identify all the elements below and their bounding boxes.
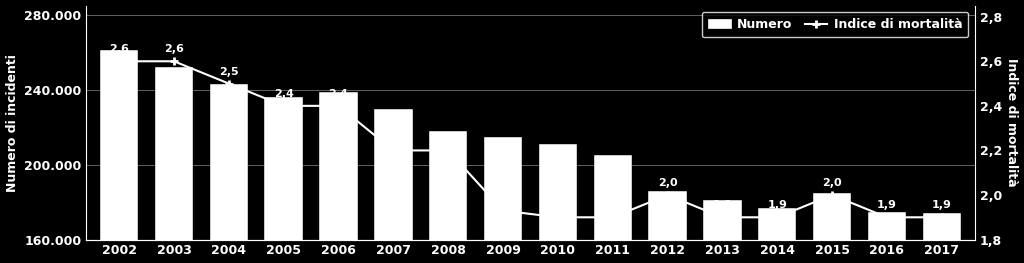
Bar bbox=[155, 67, 194, 263]
Bar bbox=[539, 144, 578, 263]
Bar bbox=[703, 200, 741, 263]
Bar bbox=[648, 191, 687, 263]
Bar bbox=[813, 193, 851, 263]
Indice di mortalità bbox=[497, 209, 509, 212]
Text: 1,9: 1,9 bbox=[877, 200, 897, 210]
Indice di mortalità bbox=[387, 149, 399, 152]
Indice di mortalità bbox=[222, 82, 234, 85]
Indice di mortalità bbox=[771, 216, 783, 219]
Bar bbox=[923, 213, 961, 263]
Indice di mortalità bbox=[278, 104, 290, 107]
Bar bbox=[374, 109, 413, 263]
Bar bbox=[758, 208, 797, 263]
Indice di mortalità bbox=[333, 104, 345, 107]
Bar bbox=[100, 50, 138, 263]
Bar bbox=[319, 92, 357, 263]
Bar bbox=[264, 97, 303, 263]
Indice di mortalità bbox=[936, 216, 948, 219]
Text: 2,6: 2,6 bbox=[164, 44, 184, 54]
Y-axis label: Numero di incidenti: Numero di incidenti bbox=[5, 54, 18, 191]
Text: 2,4: 2,4 bbox=[273, 89, 294, 99]
Indice di mortalità bbox=[826, 193, 839, 196]
Bar bbox=[429, 131, 467, 263]
Text: 1,9: 1,9 bbox=[713, 200, 732, 210]
Indice di mortalità bbox=[662, 193, 674, 196]
Text: 2,2: 2,2 bbox=[438, 134, 458, 144]
Legend: Numero, Indice di mortalità: Numero, Indice di mortalità bbox=[701, 12, 969, 37]
Bar bbox=[483, 136, 522, 263]
Bar bbox=[594, 155, 632, 263]
Y-axis label: Indice di mortalità: Indice di mortalità bbox=[1006, 58, 1019, 187]
Text: 2,0: 2,0 bbox=[657, 178, 677, 188]
Indice di mortalità bbox=[113, 60, 125, 63]
Text: 1,9: 1,9 bbox=[767, 200, 787, 210]
Indice di mortalità bbox=[716, 216, 728, 219]
Text: 2,5: 2,5 bbox=[219, 67, 239, 77]
Indice di mortalità bbox=[881, 216, 893, 219]
Bar bbox=[210, 84, 248, 263]
Text: 2,6: 2,6 bbox=[110, 44, 129, 54]
Line: Indice di mortalità: Indice di mortalità bbox=[115, 57, 946, 221]
Indice di mortalità bbox=[442, 149, 455, 152]
Indice di mortalità bbox=[552, 216, 564, 219]
Bar bbox=[867, 211, 906, 263]
Indice di mortalità bbox=[168, 60, 180, 63]
Text: 2,4: 2,4 bbox=[329, 89, 348, 99]
Indice di mortalità bbox=[606, 216, 618, 219]
Text: 1,9: 1,9 bbox=[932, 200, 951, 210]
Text: 2,0: 2,0 bbox=[822, 178, 842, 188]
